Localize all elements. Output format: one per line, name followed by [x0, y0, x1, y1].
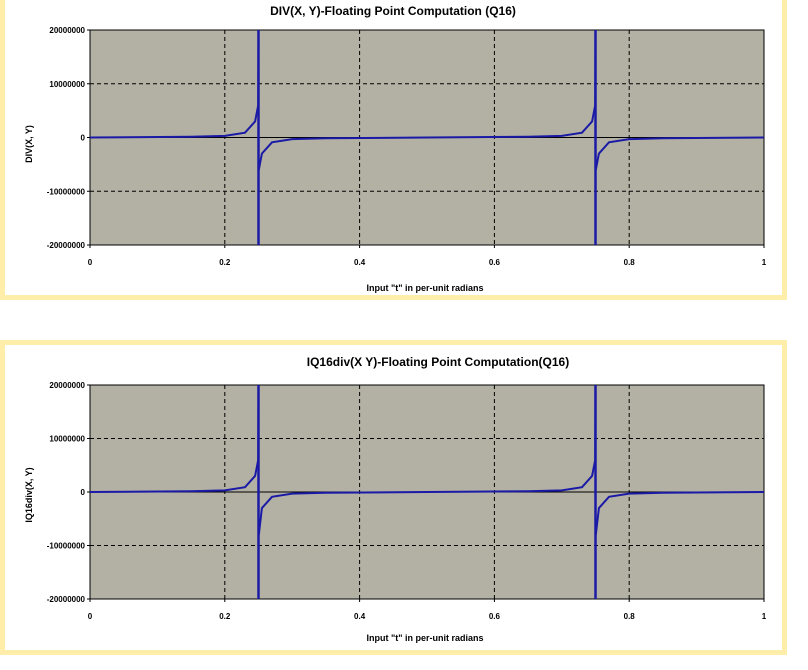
y-axis-label: IQ16div(X, Y) [24, 467, 34, 522]
chart-iq16div: IQ16div(X Y)-Floating Point Computation(… [24, 355, 767, 643]
x-tick-label: 0.8 [624, 612, 636, 621]
chart-panel-div: DIV(X, Y)-Floating Point Computation (Q1… [0, 0, 787, 300]
y-axis-label: DIV(X, Y) [24, 125, 34, 163]
chart-title: DIV(X, Y)-Floating Point Computation (Q1… [270, 4, 516, 18]
series-line [257, 30, 597, 170]
y-tick-label: -10000000 [47, 542, 86, 551]
x-tick-label: 0.4 [354, 612, 366, 621]
y-tick-label: 20000000 [49, 26, 85, 35]
x-tick-label: 0.6 [489, 258, 501, 267]
y-tick-label: 10000000 [49, 80, 85, 89]
y-tick-label: 0 [81, 488, 86, 497]
y-tick-label: 0 [81, 134, 86, 143]
x-tick-label: 1 [762, 612, 767, 621]
series-line [257, 385, 597, 535]
series-line [594, 136, 764, 170]
y-tick-label: 10000000 [49, 435, 85, 444]
y-tick-label: 20000000 [49, 381, 85, 390]
y-tick-label: -10000000 [47, 187, 86, 196]
x-tick-label: 0.4 [354, 258, 366, 267]
y-tick-label: -20000000 [47, 241, 86, 250]
chart-panel-iq16div: IQ16div(X Y)-Floating Point Computation(… [0, 340, 787, 655]
chart-title: IQ16div(X Y)-Floating Point Computation(… [307, 355, 569, 369]
x-tick-label: 0.2 [219, 612, 231, 621]
x-tick-label: 1 [762, 258, 767, 267]
y-tick-label: -20000000 [47, 595, 86, 604]
x-axis-label: Input "t" in per-unit radians [366, 283, 483, 293]
x-tick-label: 0 [88, 258, 93, 267]
x-tick-label: 0.2 [219, 258, 231, 267]
series-line [594, 491, 764, 535]
x-tick-label: 0.8 [624, 258, 636, 267]
x-tick-label: 0.6 [489, 612, 501, 621]
x-tick-label: 0 [88, 612, 93, 621]
chart-div: DIV(X, Y)-Floating Point Computation (Q1… [24, 4, 767, 293]
x-axis-label: Input "t" in per-unit radians [366, 633, 483, 643]
